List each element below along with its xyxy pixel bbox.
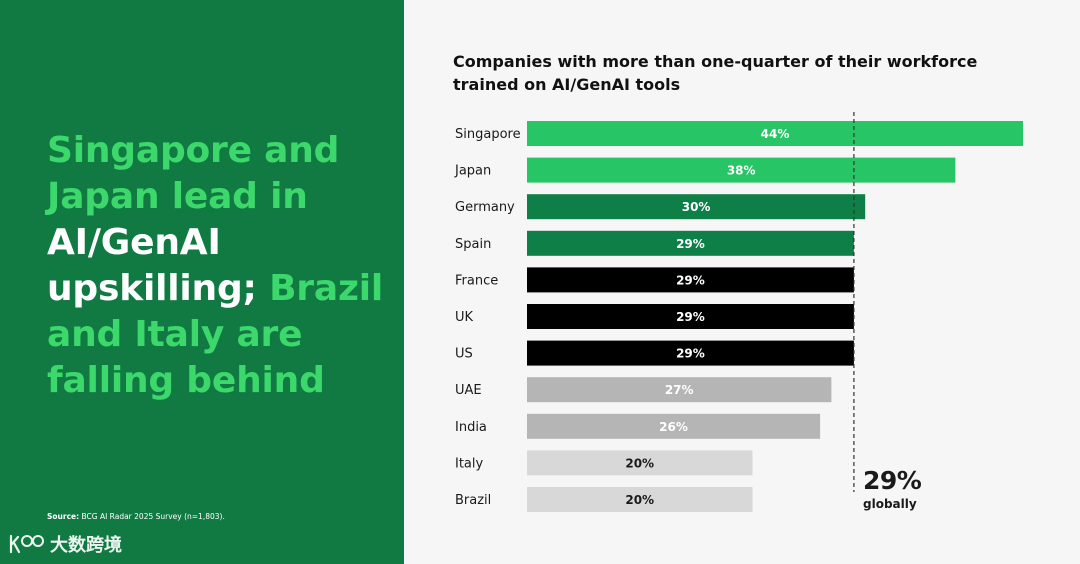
global-average-note: 29% globally <box>863 466 922 512</box>
category-label-uk: UK <box>455 310 474 325</box>
global-average-value: 29% <box>863 466 922 495</box>
value-label-india: 26% <box>659 420 688 434</box>
category-label-brazil: Brazil <box>455 493 491 508</box>
category-label-us: US <box>455 347 473 362</box>
bar-india <box>527 413 821 439</box>
bar-uk <box>527 304 854 329</box>
value-label-japan: 38% <box>727 164 756 178</box>
category-label-japan: Japan <box>454 164 491 179</box>
value-label-uk: 29% <box>676 310 705 324</box>
headline-part-2: AI/GenAI upskilling; <box>47 222 270 309</box>
bar-brazil <box>527 487 753 512</box>
bar-singapore <box>527 121 1023 146</box>
bar-italy <box>527 450 753 476</box>
bar-france <box>527 267 854 293</box>
value-label-spain: 29% <box>676 237 705 251</box>
value-label-italy: 20% <box>625 456 654 470</box>
category-label-spain: Spain <box>455 237 491 252</box>
category-label-singapore: Singapore <box>455 127 521 142</box>
bar-japan <box>527 157 956 183</box>
global-average-label: globally <box>863 497 917 511</box>
headline: Singapore and Japan lead in AI/GenAI ups… <box>47 128 387 404</box>
kuajing-logo-icon <box>9 534 44 554</box>
category-label-italy: Italy <box>455 456 484 471</box>
bar-uae <box>527 377 832 403</box>
value-label-france: 29% <box>676 273 705 287</box>
value-label-germany: 30% <box>682 200 711 214</box>
category-label-india: India <box>455 420 487 435</box>
category-label-france: France <box>455 273 498 288</box>
source-text: BCG AI Radar 2025 Survey (n=1,803). <box>79 512 225 521</box>
category-labels: Singapore Japan Germany Spain France UK US UAE I… <box>454 127 521 508</box>
source-label: Source: <box>47 512 80 521</box>
watermark: 大数跨境 <box>8 531 122 557</box>
watermark-text: 大数跨境 <box>50 535 122 556</box>
category-label-germany: Germany <box>455 200 515 215</box>
bar-spain <box>527 230 854 256</box>
headline-part-1: Singapore and Japan lead in <box>47 130 340 217</box>
value-label-singapore: 44% <box>761 127 790 141</box>
source-note: Source: BCG AI Radar 2025 Survey (n=1,80… <box>47 512 225 521</box>
value-labels: 44% 38% 30% 29% 29% 29% 29% 27% 26% 20% 20% <box>625 127 789 507</box>
bar-us <box>527 340 854 366</box>
value-label-uae: 27% <box>665 383 694 397</box>
category-label-uae: UAE <box>455 383 482 398</box>
left-panel: Singapore and Japan lead in AI/GenAI ups… <box>0 0 404 564</box>
headline-part-3: Brazil and Italy are falling behind <box>47 268 383 401</box>
bars-layer <box>527 121 1023 512</box>
chart-title: Companies with more than one-quarter of … <box>453 52 978 94</box>
value-label-us: 29% <box>676 347 705 361</box>
bar-germany <box>527 194 866 220</box>
value-label-brazil: 20% <box>625 493 654 507</box>
